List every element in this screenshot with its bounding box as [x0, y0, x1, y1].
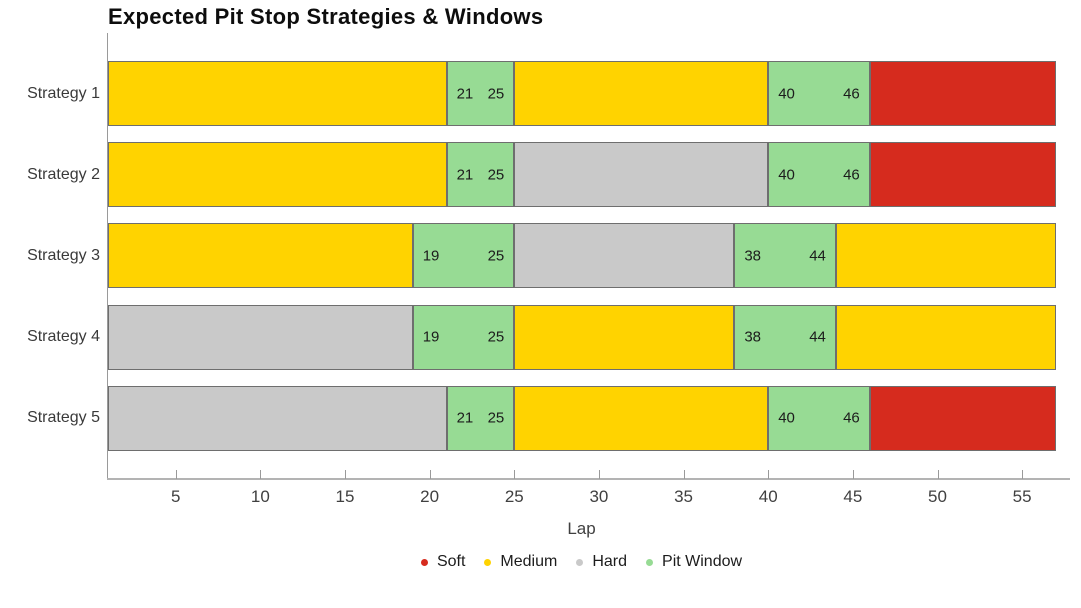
bar-segment-pit-window: 21 25: [446, 385, 515, 451]
legend-item-label: Hard: [592, 553, 628, 570]
x-tick: [768, 470, 770, 479]
pit-window-end-label: 25: [487, 166, 505, 184]
bar-segment-medium: [835, 304, 1056, 370]
x-tick: [429, 470, 431, 479]
x-axis-label: Lap: [567, 519, 596, 538]
bar-segment-pit-window: 38 44: [734, 223, 836, 289]
pit-window-end-label: 44: [809, 247, 826, 265]
bar-segment-soft: [869, 61, 1056, 126]
y-axis-line: [107, 33, 108, 480]
x-tick-label: 45: [843, 487, 863, 506]
x-tick-label: 50: [928, 487, 947, 506]
category-label: Strategy 5: [27, 409, 100, 427]
bar-segment-hard: [108, 304, 413, 370]
x-axis-line: [107, 478, 1070, 480]
bar-segment-soft: [869, 142, 1056, 208]
legend-item-hard: Hard: [576, 553, 627, 571]
pit-window-start-label: 19: [422, 328, 440, 346]
x-tick: [598, 470, 600, 479]
pit-window-dot-icon: [646, 558, 654, 566]
bar-segment-pit-window: 40 46: [768, 142, 870, 208]
legend-item-label: Pit Window: [662, 553, 743, 570]
x-tick-label: 35: [674, 487, 694, 506]
pit-window-end-label: 25: [487, 85, 505, 102]
legend-item-label: Soft: [436, 553, 466, 570]
bar-segment-medium: [514, 61, 769, 126]
bar-segment-hard: [514, 142, 769, 208]
legend: Soft Medium Hard Pit Window: [107, 553, 1056, 571]
pit-window-end-label: 46: [843, 85, 860, 102]
soft-dot-icon: [420, 558, 428, 566]
x-tick-label: 20: [420, 487, 440, 506]
x-tick: [260, 470, 262, 479]
bar-segment-soft: [869, 385, 1056, 451]
x-tick: [1022, 470, 1024, 479]
bar-segment-pit-window: 40 46: [768, 61, 870, 126]
bar-segment-pit-window: 21 25: [446, 61, 515, 126]
bar-segment-medium: [108, 223, 413, 289]
x-tick: [345, 470, 346, 479]
bar-segment-medium: [514, 385, 769, 451]
pit-window-start-label: 38: [744, 328, 762, 346]
bar-segment-hard: [108, 385, 447, 451]
medium-dot-icon: [484, 558, 492, 566]
pit-window-end-label: 25: [487, 247, 505, 265]
x-tick-label: 55: [1012, 487, 1032, 506]
category-label: Strategy 3: [27, 246, 100, 264]
x-tick-label: 10: [250, 487, 270, 506]
x-tick-label: 25: [504, 487, 524, 506]
pit-window-start-label: 21: [456, 409, 474, 427]
legend-item-soft: Soft: [420, 553, 466, 571]
pit-window-start-label: 40: [778, 85, 795, 102]
bar-segment-pit-window: 19 25: [412, 304, 515, 370]
pit-window-start-label: 40: [778, 166, 795, 184]
x-tick: [852, 470, 854, 479]
x-tick-label: 40: [758, 487, 778, 506]
category-label: Strategy 4: [27, 328, 100, 346]
legend-item-medium: Medium: [484, 553, 557, 571]
pit-window-start-label: 38: [744, 247, 762, 265]
bar-segment-medium: [835, 223, 1056, 289]
x-tick: [683, 470, 685, 479]
category-label: Strategy 2: [27, 165, 100, 183]
bar-segment-pit-window: 21 25: [446, 142, 515, 208]
bar-segment-pit-window: 40 46: [768, 385, 870, 451]
x-tick-label: 30: [589, 487, 609, 506]
x-tick-label: 15: [335, 487, 355, 506]
bar-segment-pit-window: 38 44: [734, 304, 836, 370]
pit-window-start-label: 21: [456, 166, 474, 184]
pit-window-start-label: 40: [778, 409, 795, 427]
bar-segment-medium: [108, 142, 447, 208]
bar-segment-pit-window: 19 25: [412, 223, 515, 289]
pit-window-end-label: 46: [843, 409, 860, 427]
legend-item-label: Medium: [500, 553, 558, 570]
bar-segment-medium: [514, 304, 735, 370]
pit-window-start-label: 21: [456, 85, 474, 102]
x-tick-label: 5: [170, 487, 181, 506]
pit-window-end-label: 46: [843, 166, 860, 184]
legend-item-pit-window: Pit Window: [646, 553, 742, 571]
hard-dot-icon: [576, 558, 584, 566]
pit-window-end-label: 25: [487, 409, 505, 427]
pit-window-end-label: 25: [487, 328, 505, 346]
pit-window-start-label: 19: [422, 247, 440, 265]
bar-segment-hard: [514, 223, 735, 289]
x-tick: [514, 470, 516, 479]
category-label: Strategy 1: [27, 84, 100, 102]
pit-window-end-label: 44: [809, 328, 826, 346]
chart-title: Expected Pit Stop Strategies & Windows: [108, 4, 544, 29]
bar-segment-medium: [108, 61, 447, 126]
x-tick: [937, 470, 939, 479]
x-tick: [175, 470, 177, 479]
